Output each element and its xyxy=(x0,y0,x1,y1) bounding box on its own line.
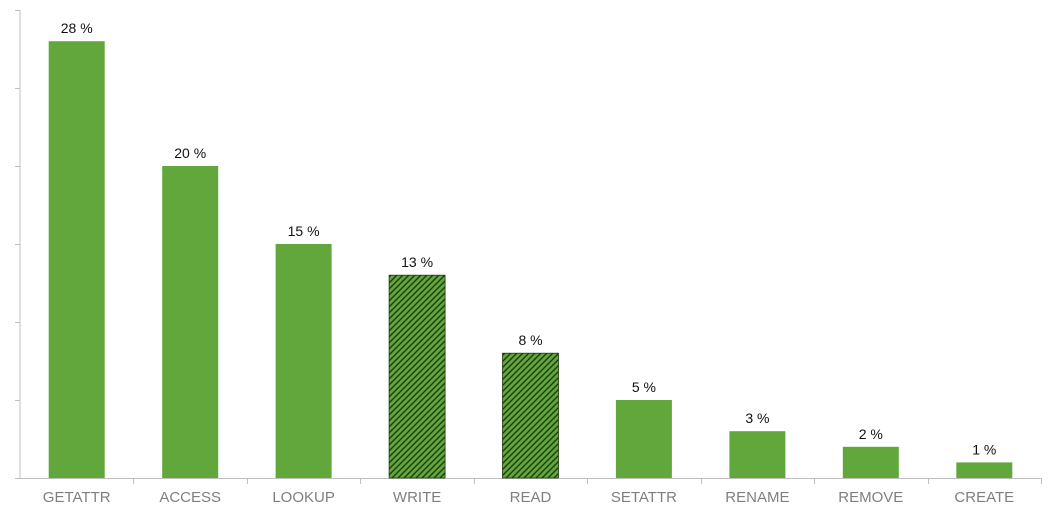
data-label-read: 8 % xyxy=(518,332,542,348)
category-label-write: WRITE xyxy=(393,489,441,506)
category-label-setattr: SETATTR xyxy=(611,489,677,506)
category-label-read: READ xyxy=(510,489,552,506)
data-label-write: 13 % xyxy=(401,254,433,270)
data-label-remove: 2 % xyxy=(859,426,883,442)
category-label-remove: REMOVE xyxy=(838,489,903,506)
y-axis xyxy=(15,10,21,479)
data-labels: 28 % 20 % 15 % 13 % 8 % 5 % 3 % 2 % 1 % xyxy=(61,20,997,457)
bar-getattr xyxy=(48,41,105,478)
bar-access xyxy=(162,166,219,478)
data-label-getattr: 28 % xyxy=(61,20,93,36)
data-label-rename: 3 % xyxy=(745,410,769,426)
data-label-create: 1 % xyxy=(972,441,996,457)
data-label-access: 20 % xyxy=(174,145,206,161)
x-axis xyxy=(15,478,1042,484)
category-label-lookup: LOOKUP xyxy=(272,489,335,506)
data-label-setattr: 5 % xyxy=(632,379,656,395)
bar-lookup xyxy=(275,244,332,478)
category-label-create: CREATE xyxy=(954,489,1014,506)
bar-create xyxy=(956,462,1013,478)
bar-remove xyxy=(842,446,899,478)
category-label-getattr: GETATTR xyxy=(43,489,111,506)
category-label-rename: RENAME xyxy=(725,489,789,506)
category-label-access: ACCESS xyxy=(159,489,221,506)
category-labels: GETATTR ACCESS LOOKUP WRITE READ SETATTR RENAM… xyxy=(43,489,1014,506)
bars xyxy=(48,41,1013,479)
bar-write xyxy=(388,274,446,479)
data-label-lookup: 15 % xyxy=(288,223,320,239)
bar-rename xyxy=(729,431,786,478)
bar-setattr xyxy=(615,400,672,478)
bar-read xyxy=(502,352,559,479)
